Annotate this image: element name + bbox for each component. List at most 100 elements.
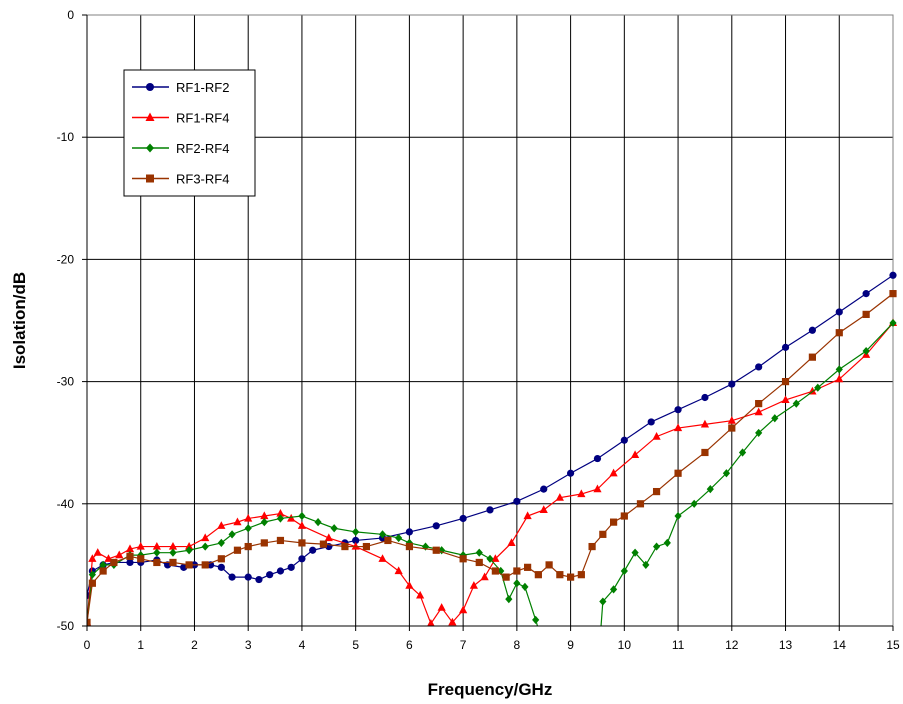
x-tick-label: 9 [567, 638, 574, 652]
data-point [674, 406, 682, 414]
legend-item: RF1-RF4 [132, 111, 229, 126]
data-point [276, 536, 285, 545]
data-point [620, 566, 628, 576]
data-point [701, 393, 709, 402]
data-point [534, 571, 542, 579]
data-point [835, 329, 843, 337]
data-point [690, 499, 698, 508]
data-point [556, 571, 564, 579]
legend-label: RF1-RF2 [176, 80, 229, 95]
data-point [593, 454, 602, 463]
data-point [416, 590, 425, 599]
data-point [701, 448, 709, 457]
data-point [889, 290, 897, 298]
data-point [298, 555, 306, 563]
data-point [260, 539, 268, 547]
x-tick-label: 5 [352, 638, 359, 652]
data-point [700, 419, 710, 428]
data-point [835, 365, 843, 374]
data-point [448, 617, 457, 626]
data-point [233, 517, 242, 526]
data-point [862, 310, 870, 318]
data-point [244, 513, 253, 522]
data-point [781, 343, 790, 351]
data-point [475, 548, 483, 557]
series-rf2-rf4 [87, 318, 897, 626]
data-point [755, 363, 763, 371]
x-tick-label: 0 [84, 638, 91, 652]
data-point [201, 533, 210, 542]
data-point [378, 530, 387, 539]
data-point [835, 308, 843, 316]
data-point [674, 511, 682, 521]
data-point [324, 533, 333, 542]
data-point [217, 555, 225, 563]
data-point [652, 431, 661, 440]
data-point [588, 542, 596, 551]
legend-marker [146, 143, 154, 153]
y-axis-title: Isolation/dB [10, 272, 29, 369]
legend-label: RF2-RF4 [176, 141, 229, 156]
data-point [437, 603, 446, 611]
data-point [727, 416, 736, 424]
data-point [567, 469, 575, 477]
series-line [87, 293, 894, 623]
data-point [99, 567, 107, 575]
data-point [631, 548, 639, 557]
data-point [427, 618, 435, 626]
data-point [459, 514, 467, 523]
data-point [652, 487, 661, 496]
data-point [217, 521, 226, 529]
data-point [555, 493, 564, 501]
x-axis-title: Frequency/GHz [428, 680, 553, 699]
data-point [781, 395, 790, 404]
data-point [620, 512, 628, 520]
data-point [309, 546, 317, 554]
data-point [93, 548, 102, 556]
data-point [115, 550, 124, 559]
data-point [351, 541, 360, 550]
data-point [169, 548, 177, 557]
data-point [287, 563, 295, 571]
data-point [491, 554, 500, 562]
y-tick-label: -20 [57, 252, 75, 266]
data-point [808, 326, 817, 334]
data-point [405, 542, 413, 551]
x-tick-label: 2 [191, 638, 198, 652]
legend-box [123, 69, 256, 197]
data-point [567, 573, 575, 581]
data-point [599, 530, 607, 538]
data-point [185, 546, 193, 555]
data-point [228, 530, 236, 539]
data-point [728, 424, 736, 432]
legend-marker [145, 112, 155, 121]
data-point [642, 560, 650, 569]
data-point [99, 560, 107, 569]
series-rf3-rf4 [87, 290, 897, 626]
data-point [88, 579, 96, 587]
data-point [169, 558, 177, 567]
y-tick-label: -50 [57, 619, 75, 633]
data-point [889, 271, 897, 279]
data-point [276, 567, 285, 575]
data-point [728, 380, 736, 388]
data-point [486, 506, 494, 514]
data-point [755, 428, 763, 438]
x-tick-label: 14 [833, 638, 847, 652]
data-point [432, 522, 440, 530]
axes-layer: 0 1 2 3 4 5 6 7 8 9 10 11 12 13 14 150-10-20-30-40-50 [57, 8, 900, 652]
legend-label: RF3-RF4 [176, 172, 229, 187]
data-point [233, 546, 242, 554]
data-point [341, 542, 349, 551]
x-tick-label: 15 [886, 638, 900, 652]
data-point [110, 558, 118, 567]
data-point [502, 573, 510, 581]
data-point [384, 536, 392, 545]
legend-item: RF2-RF4 [132, 141, 229, 156]
data-point [228, 573, 236, 581]
data-point [505, 595, 513, 604]
data-point [674, 469, 682, 477]
data-point [889, 318, 897, 328]
data-point [459, 555, 467, 563]
